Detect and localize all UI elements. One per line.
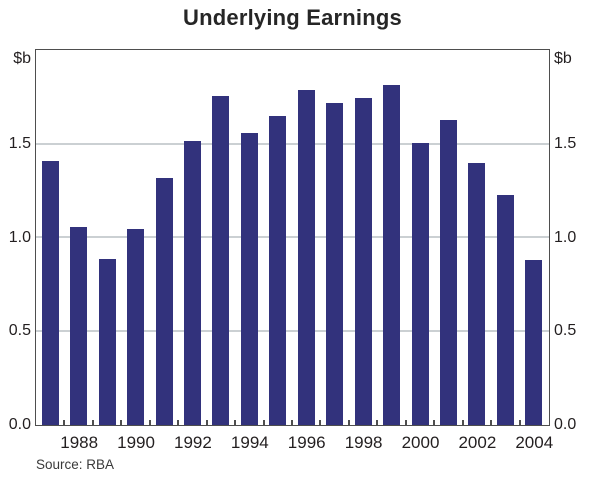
x-axis-tick	[433, 420, 436, 425]
gridline-0.5	[36, 329, 549, 332]
y-tick-label-left-0.5: 0.5	[8, 322, 31, 339]
bar-1992	[183, 140, 201, 425]
x-tick-label-1992: 1992	[174, 433, 212, 452]
chart-title: Underlying Earnings	[183, 5, 402, 30]
x-axis-tick	[404, 420, 407, 425]
x-tick-label-1988: 1988	[60, 433, 99, 452]
bar-1988	[70, 226, 88, 425]
x-axis-tick	[177, 420, 180, 425]
y-axis-unit-left: $b	[13, 50, 31, 67]
plot-area	[35, 49, 550, 426]
x-axis-tick	[291, 420, 293, 425]
y-tick-label-left-1.0: 1.0	[8, 228, 31, 246]
bar-1997	[326, 103, 344, 425]
x-axis-tick	[319, 420, 322, 425]
x-axis-tick	[205, 420, 208, 425]
y-axis-unit-right: $b	[554, 50, 572, 67]
bar-2003	[496, 195, 514, 425]
x-axis-tick	[347, 420, 350, 425]
bar-1991	[155, 178, 173, 425]
x-axis-tick	[148, 420, 151, 425]
bar-1990	[127, 228, 145, 425]
bar-1995	[269, 116, 287, 425]
x-axis-tick	[63, 420, 66, 425]
y-tick-label-right-1.5: 1.5	[554, 135, 577, 152]
x-axis-tick	[91, 420, 94, 425]
y-tick-label-right-0.5: 0.5	[554, 322, 577, 339]
x-tick-label-1998: 1998	[344, 433, 383, 452]
y-tick-label-right-0.0: 0.0	[554, 415, 577, 433]
x-axis-tick	[262, 420, 265, 425]
x-axis-tick	[490, 420, 493, 425]
x-axis-tick	[376, 420, 379, 425]
bar-1998	[354, 97, 372, 425]
bar-2001	[439, 120, 457, 425]
x-axis-tick	[234, 420, 237, 425]
bar-2004	[525, 260, 543, 425]
source-note: Source: RBA	[36, 457, 115, 472]
bar-1987	[41, 161, 59, 425]
bar-1994	[240, 133, 258, 425]
y-tick-label-right-1.0: 1.0	[554, 228, 577, 246]
x-tick-label-2000: 2000	[401, 433, 440, 452]
gridline-1.5	[36, 142, 549, 145]
bar-1993	[212, 95, 230, 425]
bar-2000	[411, 142, 429, 425]
x-tick-label-2002: 2002	[458, 433, 497, 452]
x-axis-tick	[518, 420, 521, 425]
y-tick-label-left-0.0: 0.0	[8, 415, 31, 433]
gridline-1	[36, 236, 549, 238]
x-tick-label-1994: 1994	[230, 433, 269, 452]
x-axis-tick	[461, 420, 464, 425]
y-tick-label-left-1.5: 1.5	[8, 135, 31, 152]
bar-1989	[98, 258, 116, 425]
x-tick-label-1996: 1996	[287, 433, 326, 452]
x-tick-label-2004: 2004	[515, 433, 554, 452]
bar-1999	[383, 84, 401, 425]
bar-2002	[468, 163, 486, 425]
x-axis-tick	[120, 420, 123, 425]
x-tick-label-1990: 1990	[117, 433, 155, 452]
bar-1996	[297, 90, 315, 425]
